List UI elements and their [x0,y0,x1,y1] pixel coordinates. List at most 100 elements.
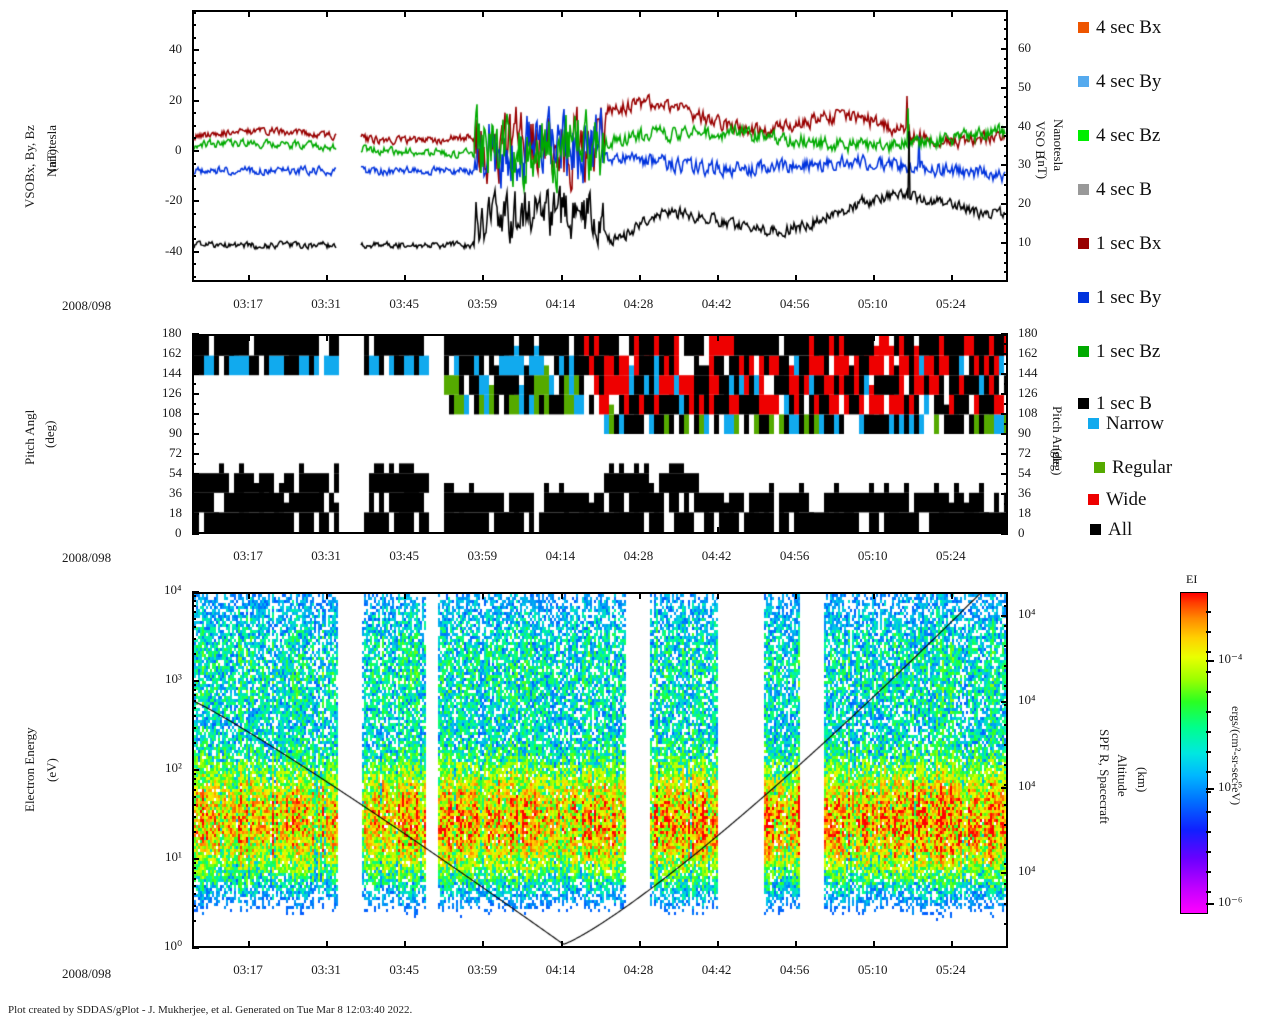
tick-mark [1001,242,1008,244]
panel3-right-ylabel-sub: Altitude [1115,753,1130,797]
axis-tick-label: -40 [165,243,183,258]
tick-mark [1001,453,1008,455]
tick-mark [248,941,250,948]
tick-mark [639,275,641,282]
panel3-ylabel-unit: (eV) [44,758,59,782]
legend-swatch-icon [1090,524,1101,535]
axis-tick-label: 20 [1018,195,1031,210]
tick-mark [1004,38,1008,40]
tick-mark [1004,804,1008,806]
tick-mark [192,403,196,405]
tick-mark [192,858,199,860]
axis-tick-label: 05:24 [935,548,966,563]
tick-mark [1004,194,1008,196]
tick-mark [1004,463,1008,465]
tick-mark [1004,184,1008,186]
tick-mark [951,10,953,17]
axis-tick-label: 10⁰ [164,938,183,953]
tick-mark [873,941,875,948]
panel1-date-label: 2008/098 [62,298,112,313]
legend-label: 1 sec Bz [1096,341,1161,362]
tick-mark [1206,660,1214,662]
legend-swatch-icon [1078,398,1089,409]
panel1-right-ylabel-main: VSO B [1033,121,1048,159]
legend-item-1-sec-by[interactable]: 1 sec By [1078,288,1161,307]
axis-tick-label: 05:24 [935,296,966,311]
axis-tick-label: 04:14 [545,548,576,563]
tick-mark [192,238,196,240]
tick-mark [192,37,196,39]
tick-mark [1004,252,1008,254]
tick-mark [1206,611,1211,613]
tick-mark [1004,363,1008,365]
tick-mark [1004,744,1008,746]
tick-mark [1004,145,1008,147]
tick-mark [1001,87,1008,89]
tick-mark [192,591,199,593]
axis-tick-label: 10⁴ [1018,606,1036,621]
tick-mark [951,592,953,599]
tick-mark [1206,691,1211,693]
tick-mark [192,626,196,628]
tick-mark [404,941,406,948]
legend-item-wide[interactable]: Wide [1088,490,1146,509]
tick-mark [1001,393,1008,395]
panel1-right-ylabel-unit: (nT) [1035,156,1050,180]
tick-mark [1004,213,1008,215]
axis-tick-label: 03:59 [467,962,498,977]
tick-mark [192,694,196,696]
colorbar-tick-label: 10⁻⁴ [1218,651,1243,666]
axis-tick-label: 18 [1018,505,1031,520]
axis-tick-label: -20 [165,192,183,207]
axis-tick-label: 05:10 [857,962,888,977]
colorbar-tick-label: 10⁻⁵ [1218,779,1243,794]
legend-item-4-sec-bx[interactable]: 4 sec Bx [1078,18,1161,37]
tick-mark [192,62,196,64]
tick-mark [1001,48,1008,50]
legend-item-1-sec-bz[interactable]: 1 sec Bz [1078,342,1160,361]
legend-item-1-sec-bx[interactable]: 1 sec Bx [1078,234,1161,253]
tick-mark [192,689,196,691]
tick-mark [639,334,641,341]
tick-mark [482,334,484,341]
axis-tick-label: 03:59 [467,548,498,563]
legend-label: Regular [1112,457,1173,478]
axis-tick-label: 50 [1018,79,1031,94]
legend-item-4-sec-by[interactable]: 4 sec By [1078,72,1161,91]
legend-item-4-sec-bz[interactable]: 4 sec Bz [1078,126,1160,145]
tick-mark [639,10,641,17]
axis-tick-label: 30 [1018,156,1031,171]
axis-tick-label: 162 [1018,345,1038,360]
tick-mark [561,592,563,599]
legend-label: 1 sec B [1096,393,1152,414]
tick-mark [192,715,196,717]
tick-mark [482,941,484,948]
tick-mark [192,796,196,798]
tick-mark [192,947,199,949]
legend-item-1-sec-b[interactable]: 1 sec B [1078,394,1152,413]
tick-mark [1001,533,1008,535]
tick-mark [192,443,196,445]
legend-item-all[interactable]: All [1090,520,1132,539]
legend-item-4-sec-b[interactable]: 4 sec B [1078,180,1152,199]
legend-item-narrow[interactable]: Narrow [1088,414,1164,433]
axis-tick-label: 36 [1018,485,1031,500]
axis-tick-label: 05:10 [857,296,888,311]
tick-mark [873,592,875,599]
axis-tick-label: 03:31 [311,296,341,311]
legend-item-regular[interactable]: Regular [1094,458,1172,477]
tick-mark [1206,871,1211,873]
legend-swatch-icon [1094,462,1105,473]
axis-tick-label: 03:31 [311,962,341,977]
tick-mark [1004,844,1008,846]
tick-mark [561,275,563,282]
tick-mark [1001,701,1008,703]
panel3-ylabel-main: Electron Energy [22,727,37,813]
axis-tick-label: 40 [1018,118,1031,133]
legend-label: 4 sec B [1096,179,1152,200]
axis-tick-label: 10⁴ [1018,692,1036,707]
tick-mark [1004,883,1008,885]
tick-mark [248,275,250,282]
pitch-angle-blocks [194,336,1006,532]
panel2-right-ylabel-unit: (deg) [1050,448,1065,476]
